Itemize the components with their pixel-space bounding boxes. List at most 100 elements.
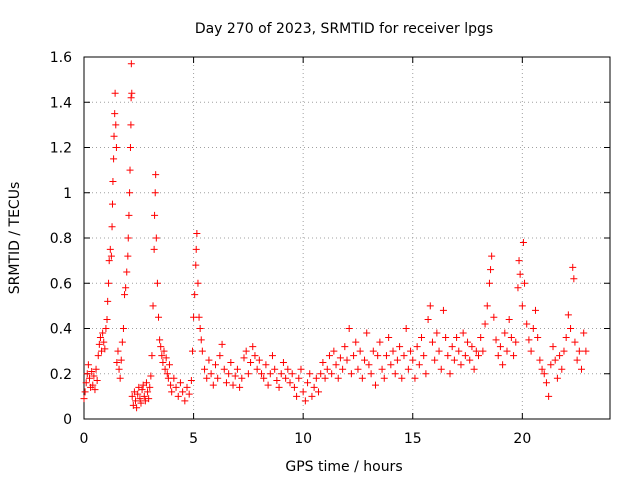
data-point [461,352,469,360]
data-point [439,306,447,314]
data-point [93,377,101,385]
data-point [501,329,509,337]
data-point [142,379,150,387]
data-point [512,338,520,346]
data-point [560,347,568,355]
data-point [420,352,428,360]
data-point [580,329,588,337]
data-point [382,352,390,360]
data-point [81,388,89,396]
data-point [236,383,244,391]
data-point [134,390,142,398]
data-point [242,347,250,355]
data-point [140,392,148,400]
data-point [127,60,135,68]
data-point [391,370,399,378]
data-point [334,374,342,382]
data-point [124,234,132,242]
data-point [275,383,283,391]
data-point [183,383,191,391]
data-point [354,365,362,373]
data-point [163,370,171,378]
data-point [165,361,173,369]
data-point [113,358,121,366]
data-point [179,388,187,396]
data-point [374,352,382,360]
data-point [82,379,90,387]
data-point [112,144,120,151]
data-point [150,245,158,253]
data-point [396,343,404,351]
data-point [112,121,120,129]
data-point [325,352,333,360]
data-point [573,356,581,364]
data-point [203,374,211,382]
x-tick-label: 5 [189,431,198,447]
data-point [156,336,164,344]
data-point [126,166,134,174]
data-point [457,361,465,369]
data-point [119,325,127,332]
data-point [376,338,384,346]
data-point [345,325,353,332]
data-point [418,334,426,342]
data-point [117,356,125,364]
data-point [315,388,323,396]
data-point [367,370,375,378]
data-point [542,379,550,387]
data-point [558,365,566,373]
data-point [409,356,417,364]
data-point [255,356,263,364]
data-point [578,365,586,373]
data-point [124,252,132,260]
data-point [282,374,290,382]
data-point [138,386,146,394]
data-point [308,392,316,400]
data-point [380,374,388,382]
data-point [126,144,134,151]
data-point [567,325,575,332]
data-point [247,358,255,366]
data-point [527,347,535,355]
data-point [108,223,116,231]
data-point [185,390,193,398]
data-point [415,361,423,369]
data-point [301,397,309,405]
data-point [317,370,325,378]
data-point [487,266,495,274]
data-point [100,338,108,346]
data-point [212,361,219,369]
data-point [279,358,287,366]
data-point [176,379,184,387]
data-point [149,302,157,310]
data-point [472,347,480,355]
data-point [222,379,230,387]
data-point [249,343,257,351]
data-point [84,361,92,369]
data-point [101,345,109,353]
data-point [157,343,165,351]
chart-title: Day 270 of 2023, SRMTID for receiver lpg… [195,21,493,37]
data-point [214,374,222,382]
data-point [103,315,111,323]
data-point [128,392,136,400]
data-point [205,356,213,364]
data-point [553,374,561,382]
data-point [387,361,395,369]
data-point [393,356,401,364]
data-point [266,370,274,378]
data-point [536,356,544,364]
data-point [105,279,113,287]
y-tick-label: 1.6 [50,50,72,66]
data-point [336,354,344,362]
data-point [111,89,119,97]
data-point [109,177,117,185]
data-point [198,347,206,355]
data-point [227,358,235,366]
data-point [492,336,500,344]
data-point [312,374,320,382]
data-point [365,361,373,369]
y-tick-label: 0.6 [50,276,72,292]
data-point [389,347,397,355]
